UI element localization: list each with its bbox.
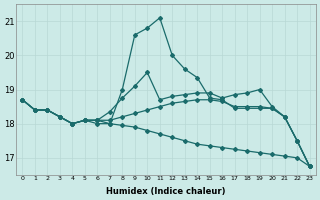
- X-axis label: Humidex (Indice chaleur): Humidex (Indice chaleur): [106, 187, 226, 196]
